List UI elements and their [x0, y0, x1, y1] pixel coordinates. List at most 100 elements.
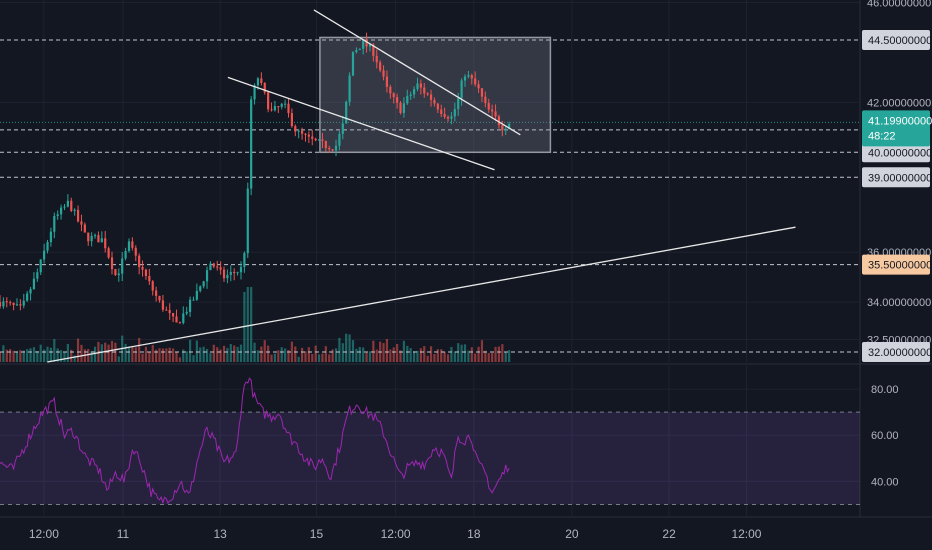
volume-bar: [450, 346, 453, 362]
volume-bar: [195, 340, 198, 362]
candle-body: [497, 116, 501, 126]
candle-body: [199, 286, 202, 291]
volume-bar: [362, 347, 365, 362]
candle-body: [250, 99, 253, 189]
volume-bar: [182, 349, 185, 362]
level-price-tag: [862, 167, 930, 188]
volume-bar: [494, 346, 497, 362]
candle-body: [402, 103, 405, 113]
volume-bar: [263, 340, 266, 362]
candle-body: [362, 39, 365, 49]
volume-bar: [144, 346, 148, 362]
candle-body: [460, 80, 463, 99]
volume-bar: [70, 349, 73, 362]
candle-body: [104, 238, 107, 249]
candle-body: [379, 62, 382, 71]
grid-lines: [0, 0, 932, 518]
candle-body: [256, 78, 260, 86]
candle-body: [246, 188, 249, 254]
candle-body: [263, 82, 266, 93]
candle-body: [9, 302, 12, 304]
candle-body: [188, 299, 192, 312]
candle-body: [83, 224, 86, 233]
trend-line: [227, 76, 495, 171]
volume-bar: [487, 353, 490, 362]
volume-bar: [158, 348, 161, 362]
candle-body: [178, 322, 181, 324]
volume-bar: [341, 343, 344, 362]
volume-bar: [474, 353, 477, 362]
volume-bar: [63, 352, 66, 362]
volume-bar: [29, 348, 32, 362]
volume-bar: [43, 349, 46, 362]
candle-body: [334, 145, 338, 151]
x-tick-label: 12:00: [29, 527, 59, 541]
y-tick-label: 46.00000000: [867, 0, 931, 9]
candle-body: [260, 78, 263, 83]
volume-bar: [270, 354, 273, 362]
candle-body: [504, 128, 507, 131]
volume-bar: [429, 346, 433, 362]
candle-body: [341, 123, 344, 134]
candle-body: [233, 271, 236, 274]
candle-body: [182, 313, 185, 324]
candle-body: [165, 309, 168, 311]
volume-bar: [426, 355, 429, 362]
candle-body: [209, 263, 212, 271]
candle-body: [389, 86, 392, 94]
candle-body: [433, 100, 436, 104]
volume-bar: [453, 351, 456, 362]
candle-body: [399, 102, 402, 113]
volume-bar: [222, 345, 226, 362]
volume-bar: [36, 351, 39, 362]
volume-bar: [508, 350, 511, 362]
volume-bar: [307, 347, 310, 362]
candle-body: [324, 140, 327, 149]
candle-body: [2, 301, 5, 307]
volume-bar: [504, 351, 507, 362]
volume-bar: [131, 345, 134, 362]
candle-body: [273, 106, 277, 111]
volume-bar: [460, 344, 463, 362]
volume-bar: [76, 338, 80, 362]
candle-body: [487, 103, 490, 110]
volume-bar: [0, 352, 2, 362]
candle-body: [131, 241, 134, 248]
volume-bar: [250, 287, 253, 362]
volume-bar: [277, 350, 280, 362]
volume-bar: [267, 345, 270, 362]
candle-body: [243, 253, 246, 267]
candle-body: [26, 293, 29, 301]
candle-body: [453, 109, 456, 117]
volume-bar: [467, 350, 470, 362]
candle-body: [73, 209, 76, 211]
level-price-tag: [862, 254, 930, 275]
volume-bar: [66, 343, 69, 362]
rsi-y-tick-label: 60.00: [871, 430, 899, 442]
candle-body: [491, 109, 494, 112]
candle-body: [219, 267, 222, 270]
candle-body: [32, 278, 36, 290]
candle-body: [117, 273, 120, 276]
volume-bar: [246, 287, 249, 362]
volume-bar: [216, 347, 219, 362]
candle-body: [385, 76, 389, 87]
x-tick-label: 12:00: [731, 527, 761, 541]
volume-bar: [53, 339, 56, 362]
volume-bar: [304, 351, 307, 362]
last-price-text: 41.19900000: [868, 115, 932, 127]
candle-body: [127, 241, 131, 251]
volume-bar: [134, 347, 137, 362]
volume-bar: [328, 354, 331, 362]
candle-body: [138, 255, 141, 267]
volume-bar: [117, 356, 120, 362]
candle-body: [168, 310, 171, 314]
volume-bar: [172, 348, 175, 362]
candle-body: [63, 206, 66, 208]
candle-body: [446, 116, 450, 119]
candle-body: [463, 76, 467, 81]
volume-bar: [212, 344, 215, 362]
volume-bar: [365, 352, 368, 362]
